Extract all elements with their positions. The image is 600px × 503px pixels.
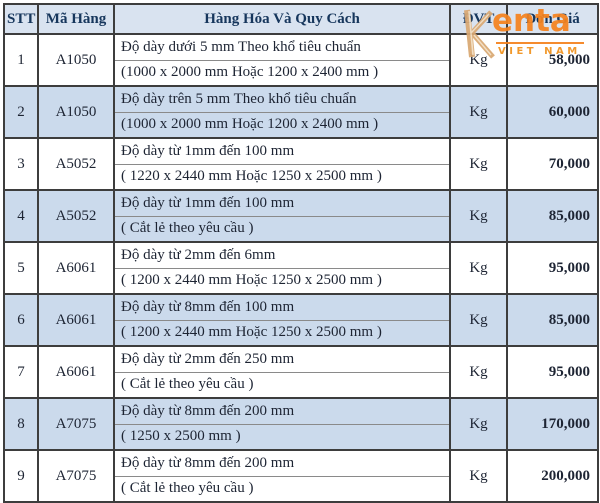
product-code-cell: A6061 — [37, 241, 115, 295]
table-row: 4 A5052 Độ dày từ 1mm đến 100 mm Kg 85,0… — [3, 189, 599, 243]
unit-cell: Kg — [449, 189, 508, 243]
spec-line-1-cell: Độ dày từ 1mm đến 100 mm — [113, 137, 451, 165]
product-code-cell: A6061 — [37, 293, 115, 347]
unit-price-cell: 60,000 — [506, 85, 599, 139]
unit-price-cell: 95,000 — [506, 345, 599, 399]
unit-cell: Kg — [449, 293, 508, 347]
unit-cell: Kg — [449, 137, 508, 191]
row-index-cell: 9 — [3, 449, 39, 503]
spec-line-2-cell: ( Cắt lẻ theo yêu cầu ) — [113, 371, 451, 399]
table-row: 2 A1050 Độ dày trên 5 mm Theo khổ tiêu c… — [3, 85, 599, 139]
row-index-cell: 3 — [3, 137, 39, 191]
table-row: 3 A5052 Độ dày từ 1mm đến 100 mm Kg 70,0… — [3, 137, 599, 191]
product-code-cell: A5052 — [37, 189, 115, 243]
product-code-cell: A1050 — [37, 33, 115, 87]
table-row: 9 A7075 Độ dày từ 8mm đến 200 mm Kg 200,… — [3, 449, 599, 503]
unit-cell: Kg — [449, 449, 508, 503]
spec-line-2-cell: ( Cắt lẻ theo yêu cầu ) — [113, 475, 451, 503]
row-index-cell: 2 — [3, 85, 39, 139]
table-row: 8 A7075 Độ dày từ 8mm đến 200 mm Kg 170,… — [3, 397, 599, 451]
row-index-cell: 1 — [3, 33, 39, 87]
column-header-hang-hoa: Hàng Hóa Và Quy Cách — [113, 3, 451, 35]
spec-line-2-cell: (1000 x 2000 mm Hoặc 1200 x 2400 mm ) — [113, 111, 451, 139]
brand-k-icon — [457, 7, 497, 65]
column-header-ma-hang: Mã Hàng — [37, 3, 115, 35]
spec-line-1-cell: Độ dày từ 2mm đến 250 mm — [113, 345, 451, 373]
spec-line-2-cell: ( Cắt lẻ theo yêu cầu ) — [113, 215, 451, 243]
brand-underline — [496, 42, 584, 44]
brand-subtitle: VIET NAM — [498, 46, 581, 57]
unit-cell: Kg — [449, 241, 508, 295]
product-code-cell: A7075 — [37, 397, 115, 451]
unit-cell: Kg — [449, 345, 508, 399]
brand-logo: enta VIET NAM — [455, 5, 598, 61]
unit-price-cell: 85,000 — [506, 293, 599, 347]
spec-line-1-cell: Độ dày từ 8mm đến 200 mm — [113, 449, 451, 477]
spec-line-1-cell: Độ dày từ 2mm đến 6mm — [113, 241, 451, 269]
spec-line-1-cell: Độ dày từ 8mm đến 100 mm — [113, 293, 451, 321]
brand-wordmark: enta — [492, 3, 571, 39]
spec-line-2-cell: ( 1220 x 2440 mm Hoặc 1250 x 2500 mm ) — [113, 163, 451, 191]
table-row: 5 A6061 Độ dày từ 2mm đến 6mm Kg 95,000 … — [3, 241, 599, 295]
unit-price-cell: 85,000 — [506, 189, 599, 243]
spec-line-1-cell: Độ dày trên 5 mm Theo khổ tiêu chuẩn — [113, 85, 451, 113]
product-code-cell: A5052 — [37, 137, 115, 191]
unit-price-cell: 170,000 — [506, 397, 599, 451]
unit-cell: Kg — [449, 397, 508, 451]
product-code-cell: A7075 — [37, 449, 115, 503]
product-code-cell: A6061 — [37, 345, 115, 399]
column-header-stt: STT — [3, 3, 39, 35]
unit-price-cell: 70,000 — [506, 137, 599, 191]
table-header-row: STT Mã Hàng Hàng Hóa Và Quy Cách ĐVT Đơn… — [3, 3, 599, 35]
spec-line-2-cell: ( 1250 x 2500 mm ) — [113, 423, 451, 451]
price-table: STT Mã Hàng Hàng Hóa Và Quy Cách ĐVT Đơn… — [3, 3, 599, 503]
unit-price-cell: 95,000 — [506, 241, 599, 295]
row-index-cell: 5 — [3, 241, 39, 295]
spec-line-1-cell: Độ dày từ 1mm đến 100 mm — [113, 189, 451, 217]
row-index-cell: 8 — [3, 397, 39, 451]
unit-price-cell: 200,000 — [506, 449, 599, 503]
row-index-cell: 6 — [3, 293, 39, 347]
unit-cell: Kg — [449, 85, 508, 139]
spec-line-2-cell: ( 1200 x 2440 mm Hoặc 1250 x 2500 mm ) — [113, 267, 451, 295]
spec-line-2-cell: (1000 x 2000 mm Hoặc 1200 x 2400 mm ) — [113, 59, 451, 87]
product-code-cell: A1050 — [37, 85, 115, 139]
row-index-cell: 4 — [3, 189, 39, 243]
spec-line-1-cell: Độ dày từ 8mm đến 200 mm — [113, 397, 451, 425]
row-index-cell: 7 — [3, 345, 39, 399]
table-row: 7 A6061 Độ dày từ 2mm đến 250 mm Kg 95,0… — [3, 345, 599, 399]
spec-line-2-cell: ( 1200 x 2440 mm Hoặc 1250 x 2500 mm ) — [113, 319, 451, 347]
column-header-don-gia: Đơn Giá — [506, 3, 599, 35]
spec-line-1-cell: Độ dày dưới 5 mm Theo khổ tiêu chuẩn — [113, 33, 451, 61]
table-row: 6 A6061 Độ dày từ 8mm đến 100 mm Kg 85,0… — [3, 293, 599, 347]
